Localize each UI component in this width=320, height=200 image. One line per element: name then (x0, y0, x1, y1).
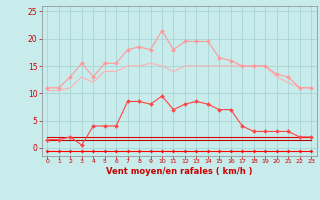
X-axis label: Vent moyen/en rafales ( km/h ): Vent moyen/en rafales ( km/h ) (106, 167, 252, 176)
